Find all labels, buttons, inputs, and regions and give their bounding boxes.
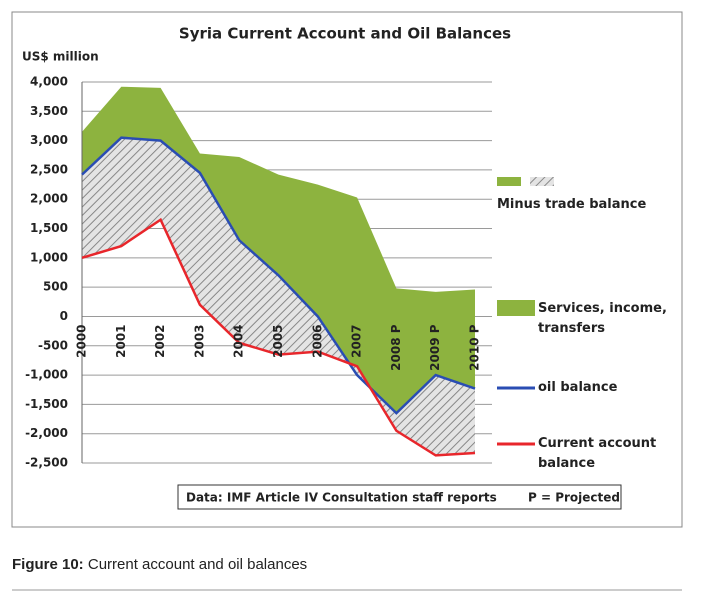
y-tick-label: 1,500 xyxy=(30,221,68,235)
y-tick-label: 1,000 xyxy=(30,250,68,264)
x-tick-label: 2000 xyxy=(75,324,89,357)
legend-label: Minus trade balance xyxy=(497,197,647,212)
line xyxy=(81,136,476,415)
y-tick-label: 500 xyxy=(43,280,68,294)
area xyxy=(82,86,475,414)
x-tick-label: 2003 xyxy=(192,324,206,357)
line xyxy=(81,217,476,457)
note: Data: IMF Article IV Consultation staff … xyxy=(186,491,497,505)
legend-label: Services, income, transfers xyxy=(538,301,667,336)
y-tick-label: -1,000 xyxy=(25,368,68,382)
x-tick-label: 2010 P xyxy=(468,324,482,371)
caption-label: Figure 10: xyxy=(12,556,84,573)
x-tick-label: 2008 P xyxy=(389,324,403,371)
x-tick-label: 2007 xyxy=(350,324,364,357)
area xyxy=(82,137,475,456)
note: P = Projected xyxy=(528,491,620,505)
y-tick-label: 3,000 xyxy=(30,133,68,147)
y-tick-label: 3,500 xyxy=(30,104,68,118)
x-tick-label: 2002 xyxy=(153,324,167,357)
legend-label: oil balance xyxy=(538,380,618,395)
y-tick-label: -500 xyxy=(38,338,68,352)
legend-swatch xyxy=(497,177,521,186)
y-tick-label: 0 xyxy=(60,309,68,323)
y-tick-label: -1,500 xyxy=(25,397,68,411)
y-tick-label: -2,000 xyxy=(25,426,68,440)
y-tick-label: 2,500 xyxy=(30,162,68,176)
x-tick-label: 2004 xyxy=(232,324,246,357)
legend-swatch xyxy=(530,177,554,186)
x-tick-label: 2005 xyxy=(271,324,285,357)
legend-swatch xyxy=(497,300,535,316)
y-tick-label: 4,000 xyxy=(30,75,68,89)
caption: Figure 10: Current account and oil balan… xyxy=(12,556,307,573)
x-tick-label: 2009 P xyxy=(428,324,442,371)
x-tick-label: 2001 xyxy=(114,324,128,357)
y-tick-label: 2,000 xyxy=(30,192,68,206)
chart-title: Syria Current Account and Oil Balances xyxy=(179,25,511,43)
y-tick-label: -2,500 xyxy=(25,456,68,470)
caption-text: Current account and oil balances xyxy=(87,556,308,573)
chart-frame xyxy=(11,11,683,528)
x-tick-label: 2006 xyxy=(310,324,324,357)
note-box xyxy=(177,484,622,510)
y-axis-label: US$ million xyxy=(22,50,99,64)
legend-label: Current account balance xyxy=(538,436,657,471)
